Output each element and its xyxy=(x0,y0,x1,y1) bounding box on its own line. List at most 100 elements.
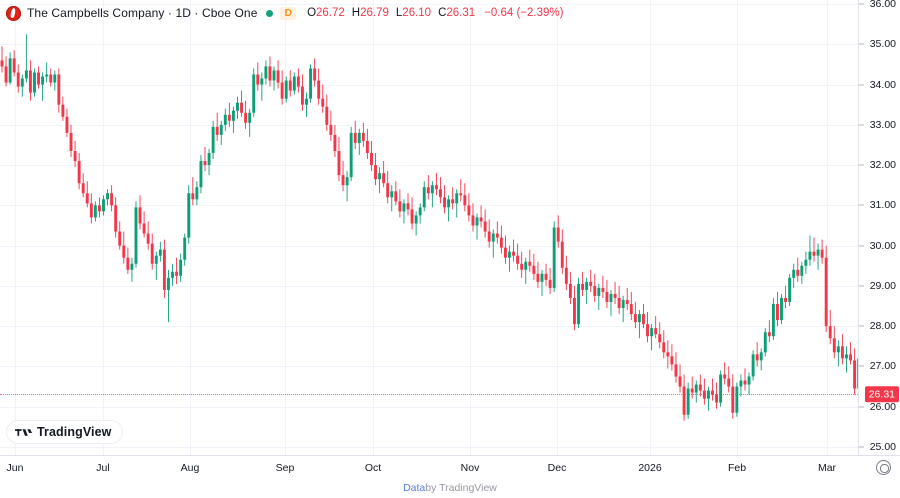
candle-wick xyxy=(768,320,770,343)
market-status-dot-icon xyxy=(266,9,274,17)
candle-body-up xyxy=(219,124,223,135)
candle-body-up xyxy=(422,187,426,208)
candle-body-down xyxy=(544,273,548,280)
candle-body-up xyxy=(621,299,625,309)
candle-body-down xyxy=(300,86,304,105)
candle-body-up xyxy=(292,76,296,91)
price-tick-label: 27.00 xyxy=(869,360,896,373)
candle-body-down xyxy=(487,231,491,242)
candle-body-down xyxy=(296,76,300,87)
candle-body-up xyxy=(187,193,191,238)
interval-badge[interactable]: D xyxy=(280,6,297,20)
candle-body-down xyxy=(69,132,73,151)
candle-body-up xyxy=(179,259,183,276)
candle-body-up xyxy=(45,74,49,77)
ohlc-low-label: L xyxy=(395,7,403,19)
candle-body-down xyxy=(467,205,471,216)
candle-body-down xyxy=(203,161,207,166)
candle-wick xyxy=(610,289,612,317)
candle-wick xyxy=(809,235,811,266)
price-tick-mark xyxy=(859,446,864,448)
candle-body-down xyxy=(459,193,463,196)
candle-body-up xyxy=(231,110,235,121)
candle-wick xyxy=(744,368,746,391)
candle-body-up xyxy=(93,205,97,218)
candle-body-up xyxy=(305,98,308,105)
candle-wick xyxy=(837,340,839,367)
candle-body-down xyxy=(674,364,678,377)
data-link[interactable]: Data xyxy=(403,482,426,494)
candle-body-up xyxy=(552,227,556,288)
time-tick-label: Mar xyxy=(817,462,837,474)
candle-wick xyxy=(785,285,787,309)
candle-body-up xyxy=(102,199,105,212)
candle-body-up xyxy=(390,191,394,198)
candle-body-down xyxy=(382,173,386,184)
candle-body-down xyxy=(662,342,666,353)
ohlc-high-value: 26.79 xyxy=(360,7,389,19)
candle-wick xyxy=(192,177,194,206)
gridline-vertical xyxy=(827,0,828,455)
candle-body-up xyxy=(414,215,418,224)
candle-body-down xyxy=(118,231,122,246)
candle-wick xyxy=(476,213,478,240)
candle-body-down xyxy=(812,251,816,256)
candle-body-down xyxy=(479,217,483,222)
candle-body-down xyxy=(138,207,142,224)
gridline-horizontal xyxy=(0,326,858,328)
candle-body-down xyxy=(410,209,414,224)
time-tick-label: Jun xyxy=(6,462,24,474)
tradingview-watermark[interactable]: TradingView xyxy=(6,420,123,444)
candle-wick xyxy=(590,269,592,292)
candle-body-down xyxy=(333,134,337,151)
attribution-suffix: by TradingView xyxy=(425,482,497,494)
campbells-logo-icon xyxy=(6,5,21,21)
price-tick-label: 35.00 xyxy=(869,38,896,51)
ohlc-open-label: O xyxy=(307,7,317,19)
ohlc-close: C26.31 xyxy=(438,7,475,19)
candle-body-down xyxy=(85,193,89,204)
attribution-footer: Data by TradingView xyxy=(0,478,900,498)
symbol-title[interactable]: The Campbells Company · 1D · Cboe One xyxy=(27,6,258,20)
change-value: −0.64 (−2.39%) xyxy=(484,7,564,19)
candle-body-down xyxy=(215,126,219,135)
candle-wick xyxy=(131,257,133,282)
candle-body-down xyxy=(162,249,166,290)
candle-wick xyxy=(391,185,393,212)
candle-body-down xyxy=(625,299,629,305)
candle-wick xyxy=(638,310,640,339)
time-axis[interactable]: Jun Jul Aug Sep Oct Nov Dec 2026 Feb Mar xyxy=(0,455,900,478)
candle-body-down xyxy=(840,346,844,359)
candle-body-down xyxy=(633,314,637,323)
candle-body-down xyxy=(629,304,633,315)
candle-body-up xyxy=(540,273,544,282)
candle-body-down xyxy=(483,221,487,232)
gridline-horizontal xyxy=(0,366,858,368)
candle-body-down xyxy=(280,82,284,99)
clock-settings-icon[interactable] xyxy=(876,460,891,475)
price-tick-mark xyxy=(859,204,864,206)
price-axis[interactable]: 36.00 35.00 34.00 33.00 32.00 31.00 30.00 29.00… xyxy=(858,0,900,455)
candle-body-up xyxy=(223,114,227,125)
candle-body-up xyxy=(211,126,215,154)
candle-body-up xyxy=(747,376,751,385)
candle-body-up xyxy=(134,207,138,264)
price-tick-mark xyxy=(859,406,864,408)
candle-body-down xyxy=(601,287,605,292)
candle-body-up xyxy=(236,102,239,111)
ohlc-close-label: C xyxy=(438,7,447,19)
candle-wick xyxy=(456,189,458,218)
candle-body-down xyxy=(654,328,658,335)
time-tick-label: Dec xyxy=(547,462,567,474)
candle-body-down xyxy=(329,124,333,135)
candle-body-down xyxy=(12,58,16,73)
gridline-vertical xyxy=(737,0,738,455)
candle-wick xyxy=(614,281,616,305)
candle-body-down xyxy=(723,374,727,379)
candle-body-down xyxy=(426,187,430,194)
chart-plot-area[interactable] xyxy=(0,0,858,455)
candle-body-down xyxy=(353,132,357,143)
candle-body-down xyxy=(698,384,702,391)
candle-body-down xyxy=(463,195,467,206)
candle-body-down xyxy=(520,263,524,270)
